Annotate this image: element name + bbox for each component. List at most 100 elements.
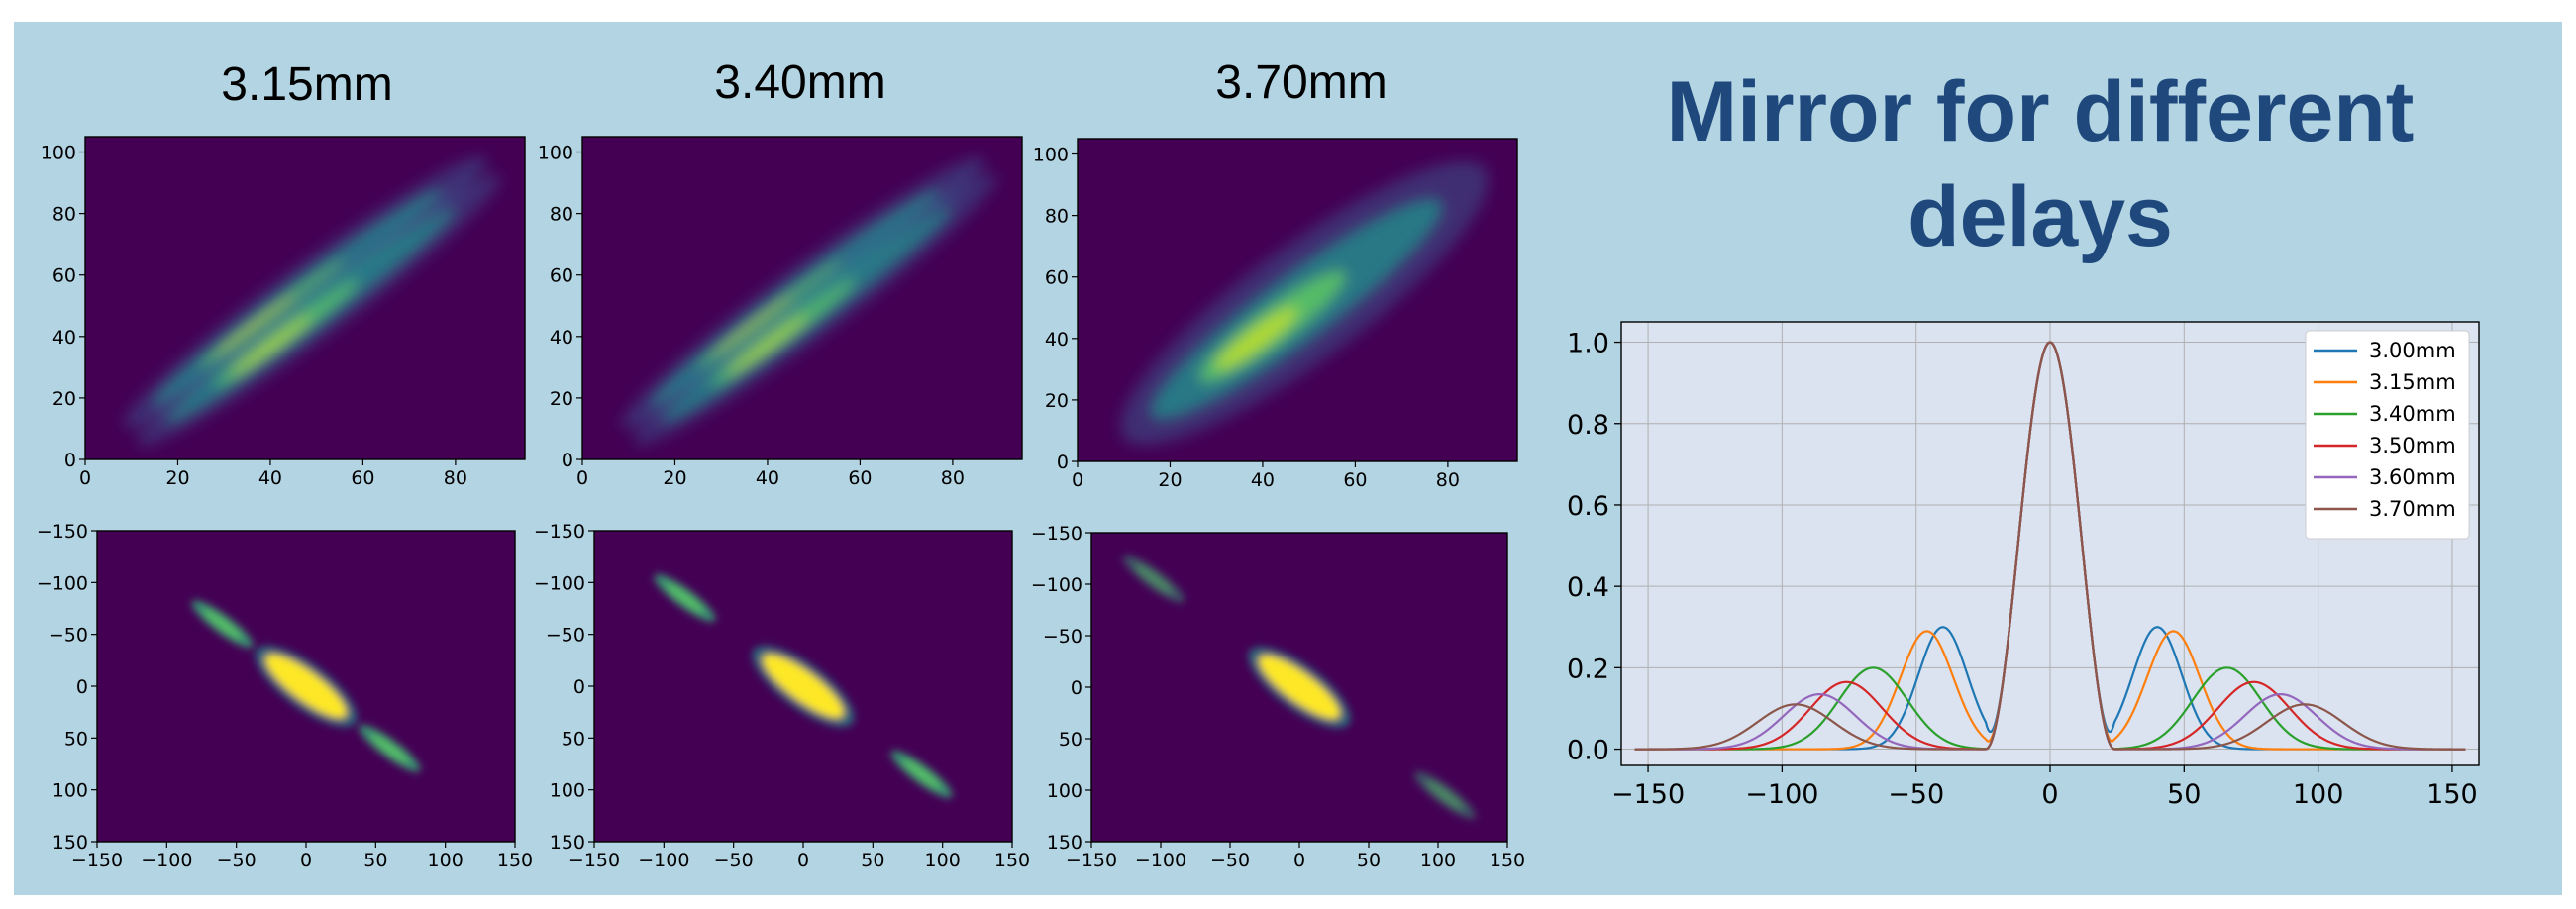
x-tick-label: 20	[1158, 469, 1182, 491]
legend-label: 3.60mm	[2369, 465, 2456, 489]
x-tick-label: 100	[1420, 850, 1456, 871]
series-layer	[1634, 341, 2466, 751]
heatmap-blur	[1123, 556, 1476, 819]
y-tick-label: 100	[550, 780, 585, 802]
x-tick-label: −50	[1888, 779, 1944, 810]
y-tick-label: 100	[52, 780, 88, 802]
heatmap-peaks	[1123, 556, 1476, 819]
y-tick-label: 0	[573, 676, 585, 698]
x-tick-label: 150	[994, 850, 1030, 871]
x-tick-label: −50	[217, 850, 257, 871]
y-tick-label: 0.8	[1567, 410, 1609, 441]
x-tick-label: −100	[638, 850, 689, 871]
legend-label: 3.50mm	[2369, 434, 2456, 457]
x-tick-label: 50	[1357, 850, 1381, 871]
x-tick-label: 80	[941, 467, 965, 489]
legend-label: 3.40mm	[2369, 402, 2456, 426]
heatmap-stripe	[1120, 161, 1489, 445]
side-lobe-core	[1425, 780, 1465, 811]
x-tick-label: 0	[79, 467, 91, 489]
y-tick-label: 40	[550, 327, 573, 349]
x-tick-label: 40	[756, 467, 779, 489]
x-tick-label: −100	[141, 850, 192, 871]
y-tick-label: 0.2	[1567, 654, 1609, 684]
heatmap-intensity	[622, 157, 996, 445]
y-tick-label: 100	[1033, 145, 1069, 166]
x-tick-label: 20	[663, 467, 686, 489]
side-lobe-core	[1134, 563, 1174, 594]
y-tick-label: −150	[534, 521, 585, 543]
y-tick-label: 20	[52, 388, 76, 410]
y-tick-label: 0	[1071, 677, 1082, 699]
legend-label: 3.70mm	[2369, 497, 2456, 521]
stripe-peak	[1215, 307, 1297, 369]
y-tick-label: 0.0	[1567, 736, 1609, 766]
x-tick-label: 0	[300, 850, 312, 871]
y-tick-label: 0.6	[1567, 491, 1609, 522]
y-tick-label: 100	[538, 143, 573, 164]
heatmap-intensity	[654, 574, 953, 798]
x-tick-label: −150	[568, 850, 620, 871]
x-tick-label: 40	[1251, 469, 1275, 491]
legend-label: 3.15mm	[2369, 370, 2456, 394]
heatmap-frame	[581, 136, 1023, 460]
y-tick-label: −100	[37, 572, 88, 594]
x-tick-label: 0	[797, 850, 809, 871]
x-tick-label: 50	[363, 850, 387, 871]
x-tick-label: 100	[925, 850, 961, 871]
heatmap-frame	[84, 136, 526, 460]
legend-label: 3.00mm	[2369, 339, 2456, 362]
heatmap-stripe	[137, 174, 500, 446]
y-tick-label: −100	[1031, 574, 1082, 596]
y-tick-label: 0	[562, 450, 573, 471]
y-tick-label: 80	[550, 204, 573, 226]
y-tick-label: 60	[550, 265, 573, 287]
x-tick-label: 100	[428, 850, 464, 871]
slide-title: Mirror for different delays	[1666, 64, 2415, 264]
y-tick-label: 80	[52, 204, 76, 226]
center-peak	[264, 654, 348, 719]
y-tick-label: 0	[1057, 452, 1069, 473]
series-line	[1634, 341, 2466, 751]
x-tick-label: −150	[1611, 779, 1685, 810]
y-tick-label: −50	[1043, 626, 1082, 648]
x-tick-label: 50	[2167, 779, 2201, 810]
x-tick-label: 60	[351, 467, 374, 489]
x-tick-label: 50	[861, 850, 884, 871]
center-peak	[762, 654, 845, 719]
x-tick-label: 0	[2041, 779, 2058, 810]
heatmap-frame	[1077, 138, 1518, 462]
y-tick-label: 150	[52, 832, 88, 854]
y-tick-label: 0	[64, 450, 76, 471]
side-lobe-core	[665, 583, 704, 613]
y-tick-label: 50	[562, 728, 585, 750]
x-tick-label: 100	[2293, 779, 2344, 810]
heatmap-intensity	[191, 600, 421, 772]
stripe-peak	[230, 315, 311, 375]
x-tick-label: 150	[2426, 779, 2478, 810]
heatmap-intensity	[1120, 161, 1489, 445]
y-tick-label: 0	[76, 676, 88, 698]
heatmap-stripe	[634, 173, 996, 445]
x-tick-label: 0	[576, 467, 588, 489]
side-lobe-core	[902, 759, 942, 789]
y-tick-label: 150	[550, 832, 585, 854]
y-tick-label: −50	[49, 625, 88, 647]
x-tick-label: −150	[71, 850, 123, 871]
heatmap-top-1: 0 20 40 60 80 0 20 40 60 80 100	[41, 136, 526, 489]
y-tick-label: 60	[52, 265, 76, 287]
line-chart: −150 −100 −50 0 50 100 150 0.0 0.2 0.4 0.6 0.8 1.0 3.…	[1567, 321, 2480, 810]
y-tick-label: 1.0	[1567, 329, 1609, 359]
x-tick-label: −100	[1135, 850, 1186, 871]
heatmap-top-3: 0 20 40 60 80 0 20 40 60 80 100	[1033, 138, 1518, 491]
y-tick-label: 20	[550, 388, 573, 410]
stripe-peak	[727, 314, 808, 375]
y-tick-label: 100	[1047, 780, 1082, 802]
panel-title-3: 3.70mm	[1215, 56, 1388, 109]
x-tick-label: 60	[1343, 469, 1367, 491]
side-lobe-core	[369, 733, 409, 763]
y-tick-label: 40	[52, 327, 76, 349]
